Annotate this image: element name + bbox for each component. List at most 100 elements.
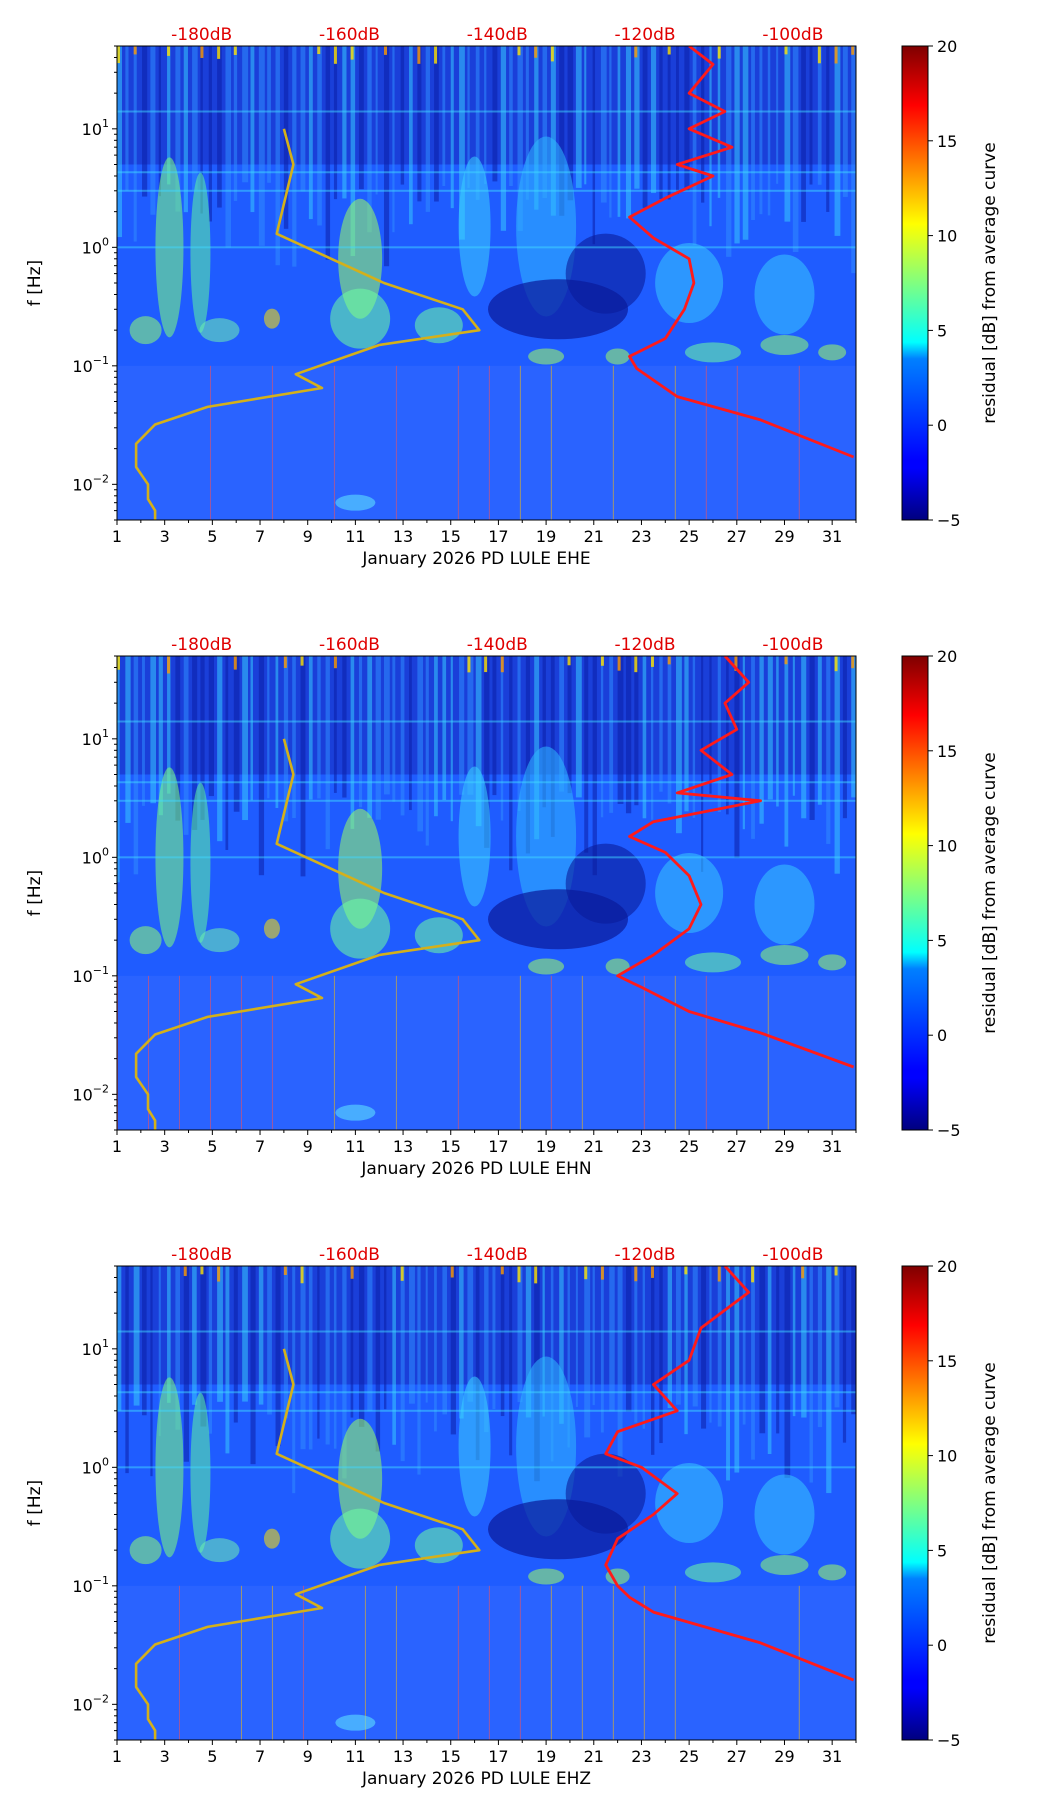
spectrogram-glitch-line xyxy=(674,975,676,1130)
db-scale-label: -120dB xyxy=(615,25,676,45)
x-tick-label: 7 xyxy=(255,527,265,546)
spectrogram-glitch-line xyxy=(333,975,335,1130)
colorbar-label: residual [dB] from average curve xyxy=(980,142,1000,423)
spectrogram-streak xyxy=(233,46,238,201)
spectrogram-hot-spot xyxy=(650,656,654,667)
spectrogram-blob xyxy=(528,348,565,365)
spectrogram-streak xyxy=(392,46,395,233)
spectrogram-blob xyxy=(335,494,376,511)
spectrogram-streak xyxy=(625,1266,632,1412)
spectrogram-glitch-line xyxy=(736,365,738,520)
spectrogram-streak xyxy=(175,656,181,821)
spectrogram-streak xyxy=(842,656,847,819)
x-tick-label: 13 xyxy=(393,1747,413,1766)
spectrogram-glitch-line xyxy=(271,975,273,1130)
spectrogram-streak xyxy=(383,656,390,795)
spectrogram-glitch-line xyxy=(457,365,459,520)
spectrogram-streak xyxy=(200,1266,207,1427)
spectrogram-hot-spot xyxy=(400,1266,404,1281)
x-tick-label: 25 xyxy=(679,527,699,546)
spectrogram-streak xyxy=(467,1266,474,1402)
spectrogram-blob xyxy=(199,1538,240,1563)
spectrogram-streak xyxy=(317,46,322,226)
spectrogram-glitch-line xyxy=(550,1585,552,1740)
spectrogram-glitch-line xyxy=(798,1585,800,1740)
spectrogram-streak xyxy=(342,656,347,798)
spectrogram-blob xyxy=(129,1536,162,1565)
colorbar-tick-label: 0 xyxy=(937,1026,947,1045)
spectrogram-blob xyxy=(516,136,577,317)
x-tick-label: 29 xyxy=(774,1747,794,1766)
spectrogram-hot-spot xyxy=(600,1266,604,1280)
colorbar-tick-label: 0 xyxy=(937,1636,947,1655)
spectrogram-streak xyxy=(350,1266,354,1418)
spectrogram-streak xyxy=(709,1266,712,1423)
y-tick-label: 10−2 xyxy=(72,472,109,494)
spectrogram-streak xyxy=(308,46,313,220)
spectrogram-streak xyxy=(275,656,279,808)
spectrogram-streak xyxy=(634,656,639,806)
spectrogram-hot-spot xyxy=(534,1266,538,1284)
y-axis-label: f [Hz] xyxy=(25,1480,45,1526)
x-tick-label: 5 xyxy=(207,1747,217,1766)
spectrogram-low-band xyxy=(117,365,856,520)
y-tick-exponent: −1 xyxy=(93,1574,109,1587)
spectrogram-streak xyxy=(217,46,222,208)
spectrogram-hot-spot xyxy=(217,46,221,59)
colorbar-tick-label: 15 xyxy=(937,132,957,151)
spectrogram-streak xyxy=(400,656,405,816)
spectrogram-glitch-line xyxy=(395,1585,397,1740)
spectrogram-hot-spot xyxy=(333,46,337,64)
spectrogram-streak xyxy=(267,656,270,799)
spectrogram-streak xyxy=(667,656,672,804)
spectrogram-streak xyxy=(484,1266,489,1433)
spectrogram-streak xyxy=(375,656,381,820)
y-tick-base: 10 xyxy=(82,730,102,749)
spectrogram-hot-spot xyxy=(801,1266,805,1279)
spectrogram-streak xyxy=(308,1266,313,1450)
spectrogram-streak xyxy=(175,1266,180,1430)
spectrogram-glitch-line xyxy=(302,1585,304,1740)
spectrogram-streak xyxy=(826,1266,832,1494)
x-tick-label: 25 xyxy=(679,1747,699,1766)
spectrogram-glitch-line xyxy=(333,365,335,520)
spectrogram-streak xyxy=(542,46,548,198)
colorbar-gradient xyxy=(901,45,929,521)
spectrogram-glitch-line xyxy=(147,975,149,1130)
x-tick-label: 23 xyxy=(631,1747,651,1766)
spectrogram-streak xyxy=(650,656,654,820)
x-tick-label: 15 xyxy=(441,527,461,546)
spectral-line xyxy=(117,246,856,249)
spectrogram-streak xyxy=(250,1266,256,1465)
y-tick-exponent: 1 xyxy=(102,117,109,130)
spectrogram-hot-spot xyxy=(434,46,438,64)
spectrogram-streak xyxy=(142,656,145,806)
y-tick-exponent: −2 xyxy=(93,1082,109,1095)
spectrogram-streak xyxy=(167,656,171,794)
x-tick-label: 25 xyxy=(679,1137,699,1156)
spectrogram-streak xyxy=(509,656,513,871)
spectrogram-streak xyxy=(417,46,422,202)
spectrogram-hot-spot xyxy=(567,656,571,666)
spectrogram-blob xyxy=(605,1568,630,1585)
spectrogram-blob xyxy=(330,898,391,959)
colorbar-label: residual [dB] from average curve xyxy=(980,1362,1000,1643)
spectrogram-streak xyxy=(442,656,447,801)
spectrogram-streak xyxy=(283,656,289,822)
x-tick-label: 11 xyxy=(345,1137,365,1156)
x-tick-label: 9 xyxy=(303,1137,313,1156)
spectrogram-glitch-line xyxy=(643,1585,645,1740)
spectrogram-hot-spot xyxy=(133,46,137,55)
x-tick-label: 27 xyxy=(727,1137,747,1156)
reference-psd-line xyxy=(628,46,855,459)
spectrogram-streak xyxy=(767,1266,772,1455)
db-scale-label: -140dB xyxy=(467,25,528,45)
spectrogram-streak xyxy=(834,656,840,874)
spectrogram-streak xyxy=(367,46,372,233)
spectrogram-streak xyxy=(317,1266,320,1439)
spectrogram-streak xyxy=(717,656,721,813)
spectrogram-streak xyxy=(350,46,356,257)
spectrogram-streak xyxy=(500,1266,505,1417)
spectrogram-blob xyxy=(330,1508,391,1569)
y-tick-exponent: 1 xyxy=(102,1337,109,1350)
